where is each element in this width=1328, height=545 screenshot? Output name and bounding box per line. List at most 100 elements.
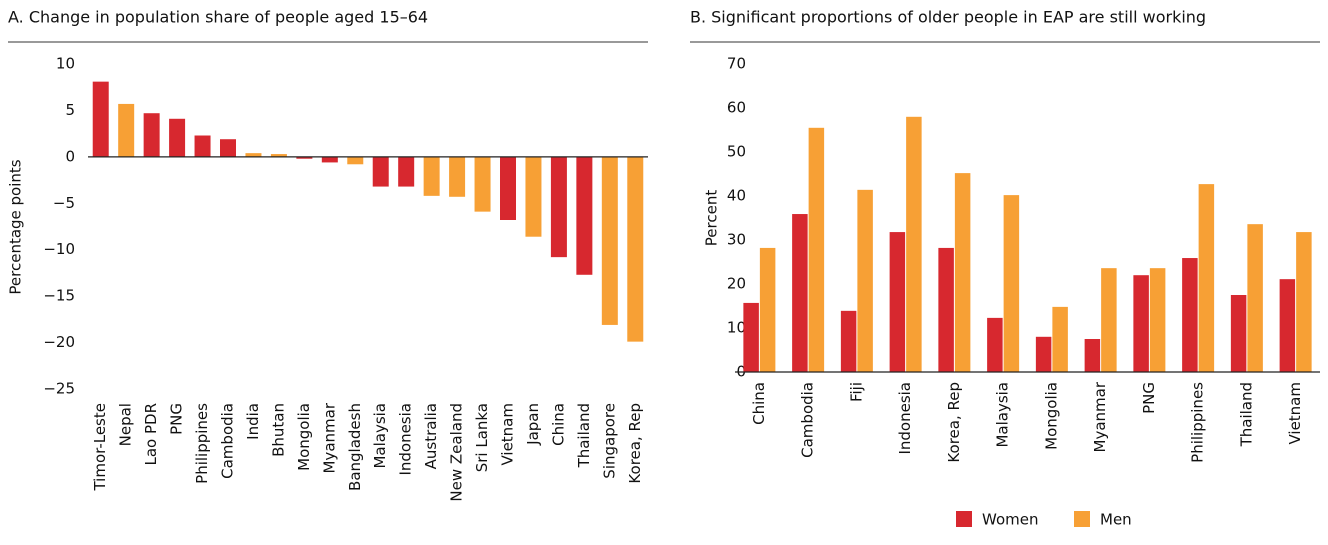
x-tick-label: Singapore	[600, 403, 618, 479]
bar	[118, 103, 135, 157]
y-tick-label: 40	[727, 187, 746, 205]
x-tick-label: Korea, Rep	[945, 382, 963, 463]
bar	[321, 156, 338, 163]
x-tick-label: Indonesia	[896, 382, 914, 455]
chart-title: A. Change in population share of people …	[8, 8, 428, 27]
x-tick-label: Cambodia	[219, 403, 237, 479]
x-tick-label: Mongolia	[295, 403, 313, 471]
x-tick-label: India	[244, 403, 262, 440]
x-tick-label: Malaysia	[371, 403, 389, 469]
bar	[1035, 336, 1052, 372]
x-tick-label: Timor-Leste	[91, 403, 109, 492]
bar	[1084, 339, 1101, 372]
bar	[938, 247, 954, 372]
bar	[270, 154, 287, 157]
x-tick-label: Australia	[422, 403, 440, 469]
x-tick-label: Thailand	[575, 403, 593, 468]
x-tick-label: PNG	[1140, 382, 1158, 414]
y-tick-label: 10	[727, 319, 746, 337]
y-tick-label: −25	[43, 380, 75, 398]
bar	[194, 135, 211, 157]
bar	[500, 156, 516, 220]
bar	[576, 156, 593, 275]
bar	[92, 81, 109, 157]
x-tick-label: Philippines	[1189, 382, 1207, 463]
legend-label: Men	[1100, 511, 1132, 529]
x-tick-label: PNG	[168, 403, 186, 435]
bar	[906, 116, 922, 372]
bar	[372, 156, 389, 187]
x-tick-label: Philippines	[193, 403, 211, 484]
bar	[143, 113, 160, 157]
bar	[1182, 258, 1198, 372]
bar	[449, 156, 466, 197]
y-tick-label: −10	[43, 240, 75, 258]
x-tick-label: Fiji	[847, 382, 865, 402]
bar	[1003, 195, 1020, 372]
bar	[474, 156, 491, 212]
y-axis-label: Percentage points	[7, 159, 25, 294]
x-tick-label: Sri Lanka	[473, 403, 491, 472]
bar	[525, 156, 542, 237]
bar	[1198, 184, 1215, 372]
bar	[808, 127, 825, 372]
x-tick-label: China	[750, 382, 768, 425]
x-tick-label: China	[549, 403, 567, 446]
bar	[889, 232, 906, 372]
bar	[627, 156, 644, 342]
bar	[1230, 295, 1247, 372]
x-tick-label: New Zealand	[448, 403, 466, 502]
bar	[840, 310, 857, 372]
bar	[1052, 306, 1068, 372]
legend-swatch	[956, 511, 972, 527]
x-tick-label: Bhutan	[269, 403, 287, 457]
bar	[550, 156, 567, 258]
x-tick-label: Korea, Rep	[626, 403, 644, 484]
x-tick-label: Myanmar	[320, 402, 338, 473]
bar	[169, 118, 186, 157]
x-tick-label: Cambodia	[799, 382, 817, 458]
x-tick-label: Bangladesh	[346, 403, 364, 491]
x-tick-label: Vietnam	[499, 403, 517, 466]
legend-label: Women	[982, 511, 1038, 529]
bar	[601, 156, 618, 325]
y-tick-label: 20	[727, 275, 746, 293]
bar	[245, 153, 262, 157]
x-tick-label: Indonesia	[397, 403, 415, 476]
chart-title: B. Significant proportions of older peop…	[690, 8, 1206, 27]
x-tick-label: Japan	[524, 403, 542, 446]
x-tick-label: Myanmar	[1091, 381, 1109, 452]
x-tick-label: Malaysia	[994, 382, 1012, 448]
y-tick-label: −5	[53, 194, 75, 212]
x-tick-label: Mongolia	[1042, 382, 1060, 450]
bar	[296, 156, 313, 159]
bar	[423, 156, 440, 196]
y-tick-label: 60	[727, 99, 746, 117]
legend-swatch	[1074, 511, 1090, 527]
bar	[792, 214, 808, 372]
x-tick-label: Thailand	[1237, 382, 1255, 447]
y-tick-label: −20	[43, 333, 75, 351]
y-tick-label: −15	[43, 287, 75, 305]
x-tick-label: Nepal	[117, 403, 135, 446]
bar	[1296, 232, 1312, 372]
bar	[987, 317, 1003, 372]
y-tick-label: 0	[65, 147, 75, 165]
bar	[220, 139, 236, 157]
x-tick-label: Vietnam	[1286, 382, 1304, 445]
bar	[1247, 224, 1263, 372]
bar	[1133, 275, 1149, 372]
y-tick-label: 5	[65, 101, 75, 119]
bar	[954, 173, 971, 372]
bar	[759, 247, 776, 372]
bar	[1149, 268, 1166, 372]
y-tick-label: 50	[727, 143, 746, 161]
y-axis-label: Percent	[703, 190, 721, 247]
bar	[857, 189, 873, 372]
x-tick-label: Lao PDR	[142, 403, 160, 466]
y-tick-label: 10	[56, 55, 75, 73]
bar	[347, 156, 364, 165]
bar	[1279, 279, 1296, 372]
bar	[743, 302, 759, 372]
